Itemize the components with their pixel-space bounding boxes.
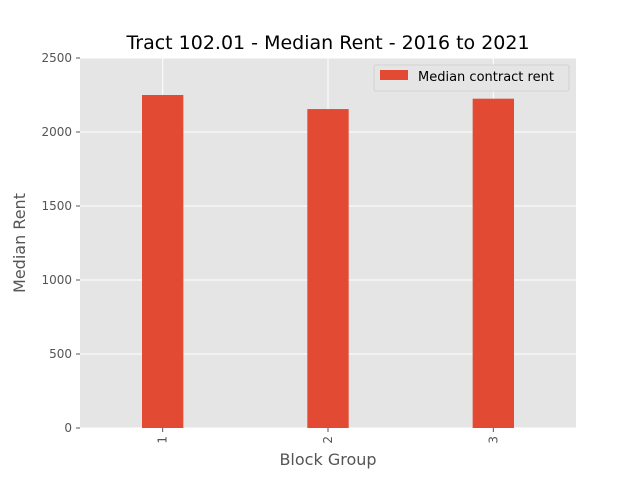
- y-axis-ticks: 0 500 1000 1500 2000 2500: [41, 51, 80, 435]
- y-tick-label: 2500: [41, 51, 72, 65]
- legend-box: [373, 64, 570, 92]
- y-tick-label: 1500: [41, 199, 72, 213]
- y-tick-label: 1000: [41, 273, 72, 287]
- y-tick-label: 500: [49, 347, 72, 361]
- y-tick-label: 2000: [41, 125, 72, 139]
- x-tick-label: 3: [486, 436, 500, 444]
- x-axis-label: Block Group: [279, 450, 376, 469]
- legend-label: Median contract rent: [418, 70, 554, 85]
- y-tick-label: 0: [64, 421, 72, 435]
- legend: Median contract rent: [373, 64, 570, 92]
- legend-swatch: [380, 70, 408, 80]
- x-tick-label: 2: [321, 436, 335, 444]
- x-tick-label: 1: [156, 436, 170, 444]
- bars: [142, 95, 514, 428]
- bar-1: [142, 95, 184, 428]
- bar-3: [472, 98, 514, 428]
- chart-title: Tract 102.01 - Median Rent - 2016 to 202…: [125, 32, 529, 54]
- x-axis-ticks: 1 2 3: [156, 428, 500, 444]
- bar-2: [307, 109, 349, 428]
- y-axis-label: Median Rent: [10, 193, 29, 293]
